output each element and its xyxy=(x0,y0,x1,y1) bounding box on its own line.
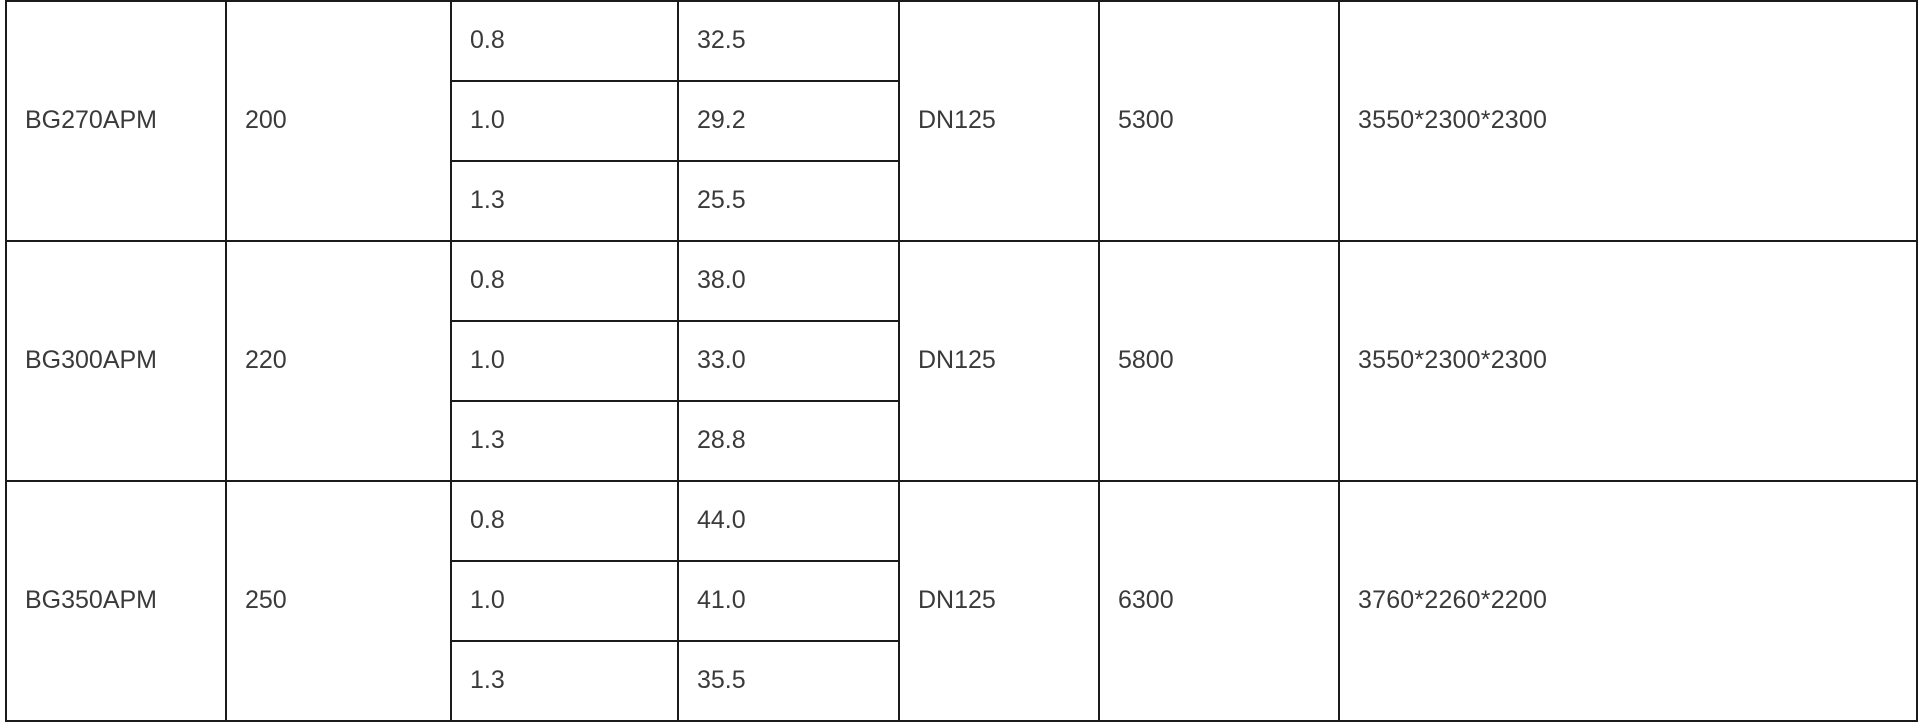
cell-power: 200 xyxy=(225,0,452,242)
cell-weight: 6300 xyxy=(1098,480,1340,722)
cell-capacity: 32.5 xyxy=(677,0,900,82)
cell-weight: 5800 xyxy=(1098,240,1340,482)
cell-outlet: DN125 xyxy=(898,480,1100,722)
table-row: BG300APM 220 0.8 38.0 DN125 5800 3550*23… xyxy=(5,240,1918,482)
dimensions-text: 3550*2300*2300 xyxy=(1358,106,1548,135)
cell-outlet: DN125 xyxy=(898,240,1100,482)
cell-pressure: 1.0 xyxy=(450,320,679,402)
table-row: BG270APM 200 0.8 32.5 DN125 5300 3550*23… xyxy=(5,0,1918,242)
cell-pressure: 1.0 xyxy=(450,560,679,642)
cell-pressure: 1.0 xyxy=(450,80,679,162)
cell-pressure: 1.3 xyxy=(450,640,679,722)
cell-pressure: 0.8 xyxy=(450,240,679,322)
cell-pressure: 0.8 xyxy=(450,480,679,562)
dimensions-text: 3550*2300*2300 xyxy=(1358,346,1548,375)
cell-capacity: 25.5 xyxy=(677,160,900,242)
table-row: 1.3 25.5 xyxy=(6,160,1917,242)
cell-capacity: 41.0 xyxy=(677,560,900,642)
cell-capacity: 44.0 xyxy=(677,480,900,562)
cell-pressure: 1.3 xyxy=(450,160,679,242)
cell-capacity: 35.5 xyxy=(677,640,900,722)
cell-dimensions: 3550*2300*2300 xyxy=(1338,240,1918,482)
cell-weight: 5300 xyxy=(1098,0,1340,242)
table-row: 1.0 41.0 xyxy=(6,560,1917,642)
table-row: BG350APM 250 0.8 44.0 DN125 6300 3760*22… xyxy=(5,480,1918,722)
cell-model: BG300APM xyxy=(5,240,227,482)
cell-outlet: DN125 xyxy=(898,0,1100,242)
cell-dimensions: 3550*2300*2300 xyxy=(1338,0,1918,242)
cell-power: 220 xyxy=(225,240,452,482)
cell-model: BG350APM xyxy=(5,480,227,722)
cell-pressure: 1.3 xyxy=(450,400,679,482)
table-row: 1.0 29.2 xyxy=(6,80,1917,162)
cell-capacity: 33.0 xyxy=(677,320,900,402)
cell-model: BG270APM xyxy=(5,0,227,242)
cell-capacity: 29.2 xyxy=(677,80,900,162)
table-row: 1.0 33.0 xyxy=(6,320,1917,402)
cell-capacity: 38.0 xyxy=(677,240,900,322)
specification-table: BG270APM 200 0.8 32.5 DN125 5300 3550*23… xyxy=(5,0,1918,722)
table-body: BG270APM 200 0.8 32.5 DN125 5300 3550*23… xyxy=(5,0,1918,722)
cell-pressure: 0.8 xyxy=(450,0,679,82)
cell-dimensions: 3760*2260*2200 xyxy=(1338,480,1918,722)
cell-capacity: 28.8 xyxy=(677,400,900,482)
dimensions-text: 3760*2260*2200 xyxy=(1358,586,1548,615)
table-row: 1.3 28.8 xyxy=(6,400,1917,482)
cell-power: 250 xyxy=(225,480,452,722)
